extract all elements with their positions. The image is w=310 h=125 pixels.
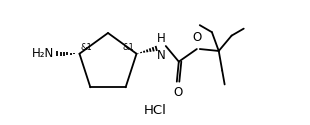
- Text: O: O: [192, 31, 202, 44]
- Text: &1: &1: [81, 43, 92, 52]
- Text: HCl: HCl: [144, 104, 166, 118]
- Text: &1: &1: [123, 43, 135, 52]
- Text: H: H: [157, 32, 165, 45]
- Text: H₂N: H₂N: [32, 47, 55, 60]
- Text: N: N: [157, 49, 165, 62]
- Text: O: O: [173, 86, 182, 99]
